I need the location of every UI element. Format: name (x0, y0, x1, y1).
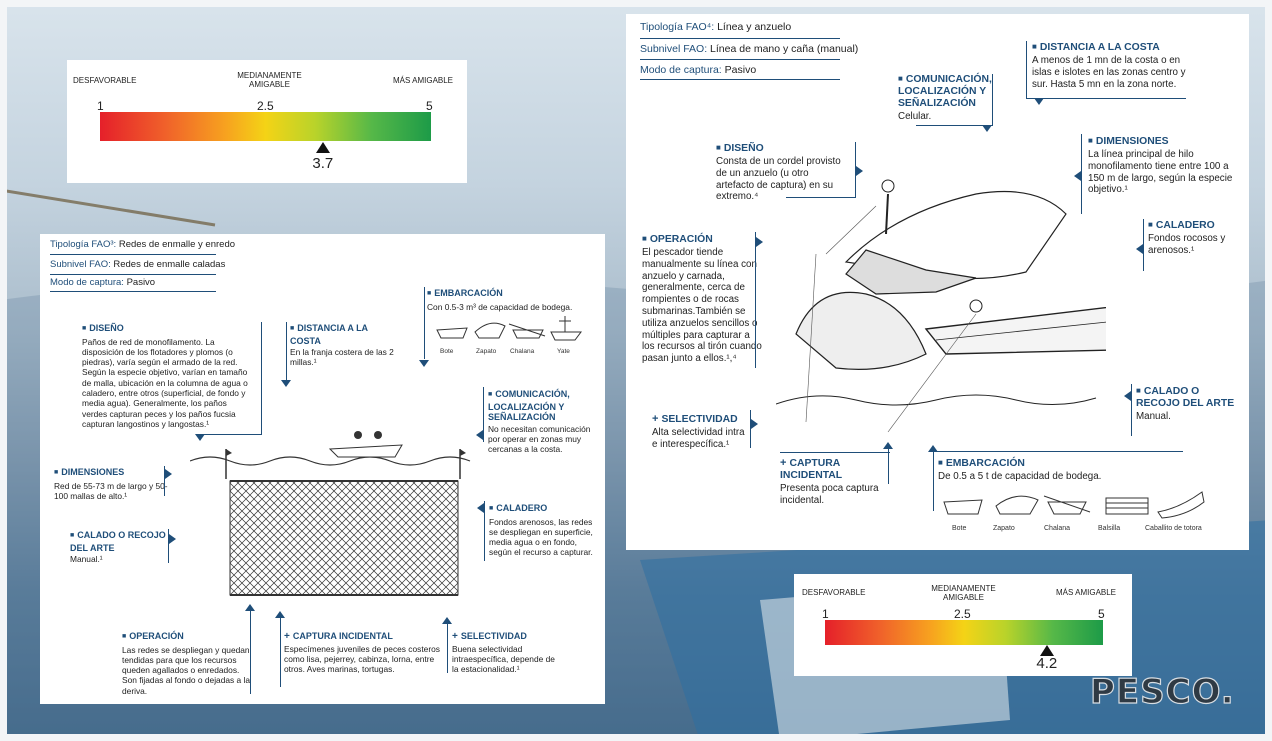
design-section: DISEÑO Paños de red de monofilamento. La… (82, 323, 254, 429)
communication-section: COMUNICACIÓN, LOCALIZACIÓN Y SEÑALIZACIÓ… (898, 74, 1022, 123)
coast-distance-section: DISTANCIA A LA COSTA A menos de 1 mn de … (1032, 42, 1192, 90)
capture-mode: Modo de captura: Pasivo (50, 277, 156, 288)
right-fishing-gear-card: Tipología FAO⁴: Línea y anzuelo Subnivel… (626, 14, 1249, 550)
design-section: DISEÑO Consta de un cordel provisto de u… (716, 143, 846, 203)
communication-section: COMUNICACIÓN, LOCALIZACIÓN Y SEÑALIZACIÓ… (488, 389, 594, 454)
vessel-label: Bote (440, 348, 454, 355)
left-rating-scale: DESFAVORABLE MEDIANAMENTE AMIGABLE MÁS A… (67, 60, 467, 183)
scale-label-friendly: MÁS AMIGABLE (1056, 588, 1117, 597)
fishing-ground-section: CALADERO Fondos arenosos, las redes se d… (489, 503, 597, 558)
setting-method-section: CALADO O RECOJO DEL ARTE Manual. (1136, 386, 1246, 423)
selectivity-section: SELECTIVIDAD Alta selectividad intra e i… (652, 413, 752, 451)
fao-sublevel: Subnivel FAO: Redes de enmalle caladas (50, 259, 226, 270)
setting-method-section: CALADO O RECOJO DEL ARTE Manual.¹ (70, 530, 180, 564)
handline-fisherman-illustration (776, 179, 1106, 433)
meta-divider (50, 291, 216, 292)
scale-max: 5 (426, 99, 433, 113)
vessel-label: Bote (952, 525, 967, 532)
scale-label-medium: MEDIANAMENTE AMIGABLE (237, 71, 302, 89)
rating-value: 4.2 (1036, 655, 1058, 672)
right-rating-scale: DESFAVORABLE MEDIANAMENTE AMIGABLE MÁS A… (794, 574, 1132, 676)
meta-divider (640, 79, 840, 80)
rating-value: 3.7 (312, 155, 334, 172)
fishing-ground-section: CALADERO Fondos rocosos y arenosos.¹ (1148, 220, 1240, 257)
rating-gradient-bar (825, 620, 1103, 645)
scale-max: 5 (1098, 607, 1105, 621)
operation-section: OPERACIÓN Las redes se despliegan y qued… (122, 631, 254, 696)
vessel-section: EMBARCACIÓN De 0.5 a 5 t de capacidad de… (938, 458, 1218, 483)
capture-mode: Modo de captura: Pasivo (640, 64, 757, 76)
vessel-label: Caballito de totora (1145, 525, 1202, 532)
vessel-section: EMBARCACIÓN Con 0.5-3 m³ de capacidad de… (427, 288, 587, 312)
vessel-label: Yate (557, 348, 570, 355)
scale-label-friendly: MÁS AMIGABLE (393, 76, 454, 85)
meta-divider (50, 254, 216, 255)
scale-label-unfavorable: DESFAVORABLE (802, 588, 866, 597)
rating-marker-icon (1040, 645, 1055, 656)
fao-typology: Tipología FAO³: Redes de enmalle y enred… (50, 239, 236, 250)
pesco-logo: PESCO. (1089, 671, 1235, 712)
vessel-label: Chalana (510, 348, 535, 355)
meta-divider (50, 274, 216, 275)
gillnet-illustration (190, 431, 471, 596)
meta-divider (640, 59, 840, 60)
fao-sublevel: Subnivel FAO: Línea de mano y caña (manu… (640, 43, 859, 55)
left-fishing-gear-card: Tipología FAO³: Redes de enmalle y enred… (40, 234, 605, 704)
vessel-label: Chalana (1044, 525, 1071, 532)
scale-label-unfavorable: DESFAVORABLE (73, 76, 137, 85)
operation-section: OPERACIÓN El pescador tiende manualmente… (642, 234, 762, 365)
meta-divider (640, 38, 840, 39)
scale-mid: 2.5 (954, 607, 971, 621)
bycatch-section: CAPTURA INCIDENTAL Presenta poca captura… (780, 457, 898, 507)
coast-distance-section: DISTANCIA A LA COSTA En la franja coster… (290, 323, 400, 368)
selectivity-section: SELECTIVIDAD Buena selectividad intraesp… (452, 631, 562, 674)
rating-marker-icon (316, 142, 331, 153)
fao-typology: Tipología FAO⁴: Línea y anzuelo (640, 21, 792, 33)
vessel-label: Zapato (993, 525, 1015, 532)
vessel-illustrations (943, 491, 1205, 519)
rating-gradient-bar (100, 112, 431, 141)
vessel-label: Zapato (476, 348, 497, 355)
scale-min: 1 (822, 607, 829, 621)
vessel-label: Balsilla (1098, 525, 1121, 532)
bycatch-section: CAPTURA INCIDENTAL Especímenes juveniles… (284, 631, 444, 674)
dimensions-section: DIMENSIONES Red de 55-73 m de largo y 50… (54, 467, 174, 501)
scale-label-medium: MEDIANAMENTE AMIGABLE (931, 584, 996, 602)
dimensions-section: DIMENSIONES La línea principal de hilo m… (1088, 136, 1238, 196)
vessel-illustrations (436, 316, 582, 341)
scale-min: 1 (97, 99, 104, 113)
scale-mid: 2.5 (257, 99, 274, 113)
